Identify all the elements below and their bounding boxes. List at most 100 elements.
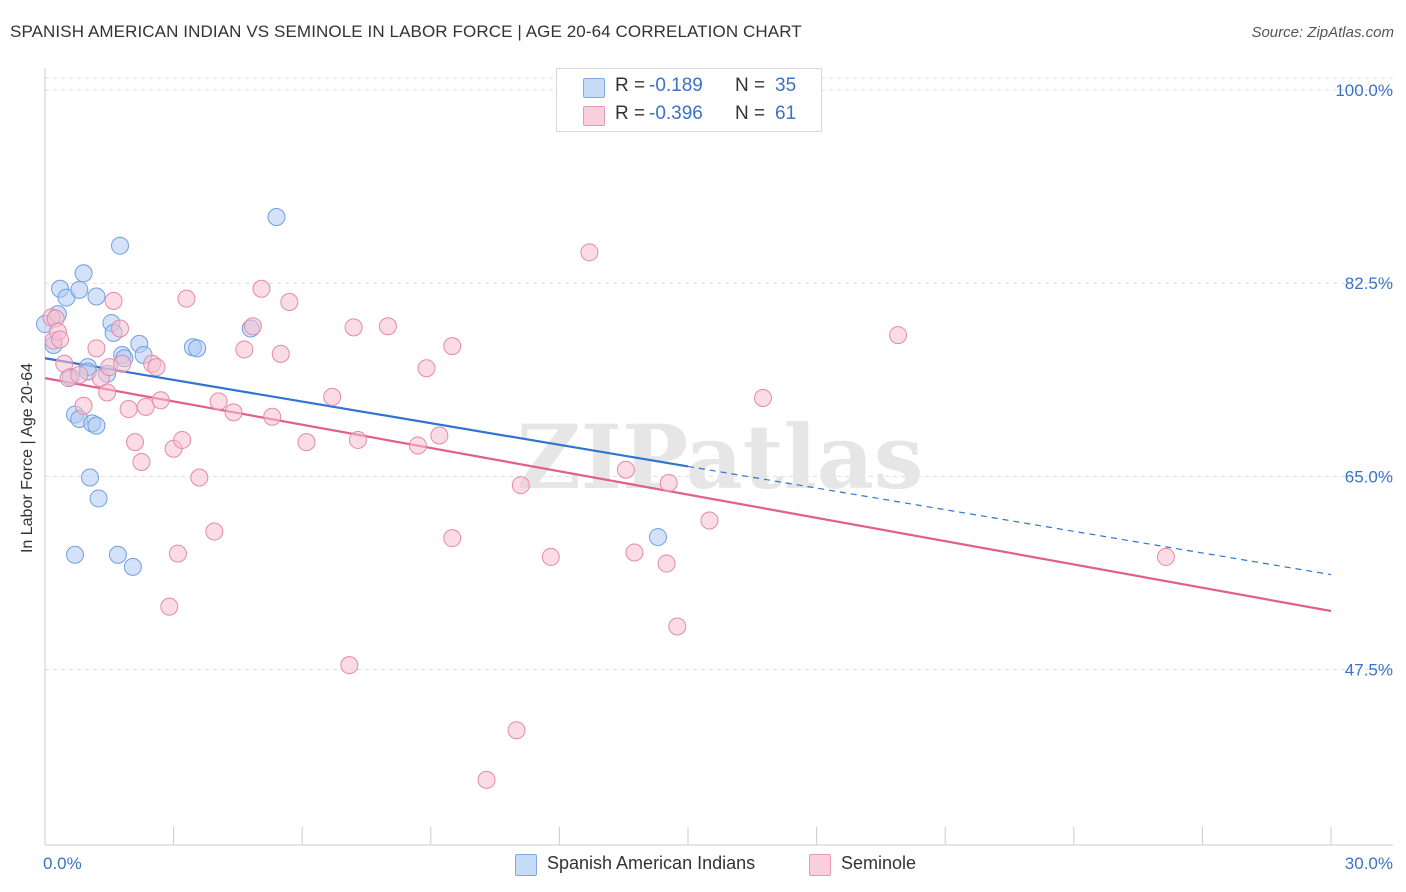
seminole-point — [177, 289, 196, 308]
seminole-point — [348, 430, 367, 449]
bottom-legend-swatch-blue — [515, 854, 537, 876]
spanish-american-indian-point — [108, 545, 127, 564]
trend-layer — [44, 357, 1332, 613]
seminole-point — [700, 511, 719, 530]
spanish-american-indian-point — [123, 557, 142, 576]
seminole-point — [87, 339, 106, 358]
seminole-point — [98, 383, 117, 402]
seminole-point — [104, 291, 123, 310]
seminole-point — [430, 426, 449, 445]
seminole-point — [754, 389, 773, 408]
legend-n-label: N = — [735, 75, 766, 96]
watermark: ZIPatlas — [517, 405, 924, 509]
seminole-point — [889, 326, 908, 345]
legend-r-label: R = — [615, 103, 646, 124]
correlation-legend: R = -0.189 N = 35 R = -0.396 N = 61 — [556, 68, 822, 132]
seminole-point — [51, 330, 70, 349]
spanish-american-indian-point — [70, 280, 89, 299]
legend-n-value: 61 — [775, 103, 797, 124]
spanish-american-indian-point — [87, 416, 106, 435]
seminole-point — [111, 319, 130, 338]
seminole-point — [243, 317, 262, 336]
seminole-point — [625, 543, 644, 562]
legend-n-label: N = — [735, 103, 766, 124]
label-layer: 100.0% 82.5% 65.0% 47.5% 0.0% 30.0% — [43, 81, 1393, 873]
seminole-point — [616, 460, 635, 479]
seminole-point — [126, 433, 145, 452]
axis-layer — [44, 68, 1393, 846]
seminole-point — [340, 656, 359, 675]
seminole-point — [205, 522, 224, 541]
seminole-point — [235, 340, 254, 359]
seminole-point — [417, 359, 436, 378]
x-tick-label: 0.0% — [43, 854, 82, 873]
seminole-point — [297, 433, 316, 452]
spanish-american-indian-point — [111, 236, 130, 255]
spanish-american-indian-point — [74, 264, 93, 283]
seminole-point — [408, 436, 427, 455]
seminole-point — [443, 529, 462, 548]
spanish-american-indian-point — [188, 339, 207, 358]
seminole-point — [668, 617, 687, 636]
spanish-american-indians-trend-line — [44, 357, 689, 468]
seminole-trend-line — [44, 377, 1332, 613]
source-label: Source: ZipAtlas.com — [1251, 24, 1394, 41]
x-tick-label: 30.0% — [1345, 854, 1393, 873]
seminole-point — [280, 292, 299, 311]
spanish-american-indian-point — [648, 528, 667, 547]
seminole-point — [209, 392, 228, 411]
seminole-point — [344, 318, 363, 337]
seminole-point — [477, 770, 496, 789]
chart-title: SPANISH AMERICAN INDIAN VS SEMINOLE IN L… — [10, 22, 802, 41]
seminole-point — [323, 387, 342, 406]
seminole-point — [136, 397, 155, 416]
y-tick-label: 47.5% — [1345, 661, 1393, 680]
seminole-point — [659, 473, 678, 492]
y-tick-label: 82.5% — [1345, 274, 1393, 293]
legend-swatch-pink — [583, 106, 605, 126]
spanish-american-indian-point — [89, 489, 108, 508]
spanish-american-indian-point — [87, 287, 106, 306]
spanish-american-indian-point — [66, 545, 85, 564]
bottom-legend-swatch-pink — [809, 854, 831, 876]
seminole-point — [580, 243, 599, 262]
seminole-point — [119, 400, 138, 419]
seminole-point — [541, 547, 560, 566]
legend-r-value: -0.396 — [649, 103, 703, 124]
seminole-point — [132, 453, 151, 472]
seminole-point — [168, 544, 187, 563]
legend-n-value: 35 — [775, 75, 797, 96]
seminole-point — [378, 317, 397, 336]
seminole-point — [160, 597, 179, 616]
legend-r-label: R = — [615, 75, 646, 96]
seminole-point — [173, 430, 192, 449]
seminole-point — [507, 721, 526, 740]
spanish-american-indian-point — [267, 207, 286, 226]
y-tick-label: 65.0% — [1345, 467, 1393, 486]
spanish-american-indian-point — [81, 468, 100, 487]
seminole-point — [70, 365, 89, 384]
seminole-point — [657, 554, 676, 573]
point-layer — [36, 207, 1175, 789]
legend-swatch-blue — [583, 78, 605, 98]
seminole-point — [263, 407, 282, 426]
bottom-legend-label: Spanish American Indians — [547, 853, 756, 873]
seminole-point — [190, 468, 209, 487]
seminole-point — [1156, 547, 1175, 566]
seminole-point — [113, 354, 132, 373]
spanish-american-indians-trend-extension — [687, 465, 1332, 576]
seminole-point — [271, 344, 290, 363]
legend-r-value: -0.189 — [649, 75, 703, 96]
seminole-point — [151, 391, 170, 410]
seminole-point — [74, 396, 93, 415]
seminole-point — [147, 358, 166, 377]
y-axis-label: In Labor Force | Age 20-64 — [19, 362, 36, 554]
y-tick-label: 100.0% — [1335, 81, 1393, 100]
bottom-legend-label: Seminole — [841, 853, 917, 873]
seminole-point — [443, 337, 462, 356]
seminole-point — [224, 403, 243, 422]
seminole-point — [252, 279, 271, 298]
grid-layer — [45, 77, 1393, 671]
seminole-point — [511, 476, 530, 495]
